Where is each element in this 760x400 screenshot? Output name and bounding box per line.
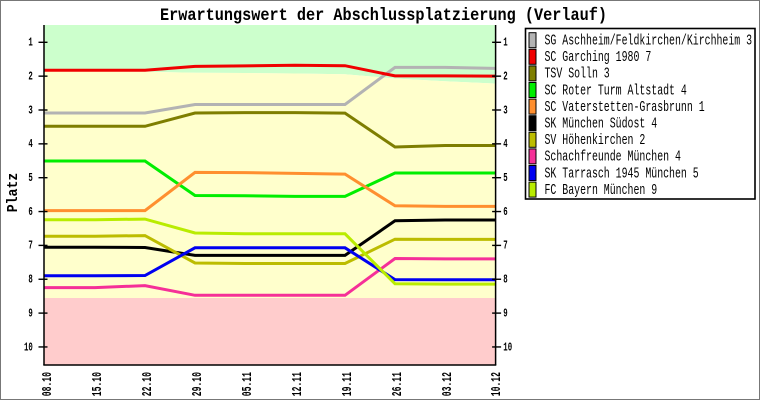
svg-text:FC Bayern München 9: FC Bayern München 9 <box>545 181 658 199</box>
svg-text:2: 2 <box>503 70 508 83</box>
svg-text:SK Tarrasch 1945 München 5: SK Tarrasch 1945 München 5 <box>545 164 699 182</box>
svg-text:10.12: 10.12 <box>489 372 505 396</box>
svg-text:9: 9 <box>503 307 508 320</box>
svg-text:SC Roter Turm Altstadt 4: SC Roter Turm Altstadt 4 <box>545 81 687 99</box>
svg-text:Platz: Platz <box>5 173 22 213</box>
svg-text:7: 7 <box>28 239 33 252</box>
svg-text:10: 10 <box>503 341 512 354</box>
svg-text:8: 8 <box>28 273 33 286</box>
svg-text:6: 6 <box>503 205 508 218</box>
svg-text:SC Vaterstetten-Grasbrunn 1: SC Vaterstetten-Grasbrunn 1 <box>545 98 705 116</box>
svg-text:15.10: 15.10 <box>90 372 106 396</box>
svg-text:SK München Südost 4: SK München Südost 4 <box>545 115 658 133</box>
svg-text:6: 6 <box>28 205 33 218</box>
svg-text:8: 8 <box>503 273 508 286</box>
svg-text:SV Höhenkirchen 2: SV Höhenkirchen 2 <box>545 131 646 149</box>
svg-text:5: 5 <box>28 171 33 184</box>
svg-text:19.11: 19.11 <box>340 372 356 396</box>
svg-text:1: 1 <box>28 36 33 49</box>
svg-text:7: 7 <box>503 239 508 252</box>
svg-text:TSV Solln 3: TSV Solln 3 <box>545 65 610 83</box>
svg-text:3: 3 <box>28 104 33 117</box>
svg-text:SC Garching 1980 7: SC Garching 1980 7 <box>545 48 652 66</box>
svg-text:4: 4 <box>503 138 508 151</box>
svg-text:12.11: 12.11 <box>290 372 306 396</box>
svg-text:Erwartungswert der Abschlusspl: Erwartungswert der Abschlussplatzierung … <box>160 6 607 27</box>
svg-text:5: 5 <box>503 171 508 184</box>
svg-text:Schachfreunde München 4: Schachfreunde München 4 <box>545 148 681 166</box>
svg-text:4: 4 <box>28 138 33 151</box>
svg-text:9: 9 <box>28 307 33 320</box>
svg-text:05.11: 05.11 <box>240 372 256 396</box>
svg-text:2: 2 <box>28 70 33 83</box>
svg-text:26.11: 26.11 <box>390 372 406 396</box>
svg-text:1: 1 <box>503 36 508 49</box>
svg-text:29.10: 29.10 <box>190 372 206 396</box>
svg-text:08.10: 08.10 <box>40 372 56 396</box>
svg-text:03.12: 03.12 <box>440 372 456 396</box>
svg-text:10: 10 <box>24 341 33 354</box>
svg-text:SG Aschheim/Feldkirchen/Kirchh: SG Aschheim/Feldkirchen/Kirchheim 3 <box>545 32 753 50</box>
svg-text:22.10: 22.10 <box>140 372 156 396</box>
svg-text:3: 3 <box>503 104 508 117</box>
